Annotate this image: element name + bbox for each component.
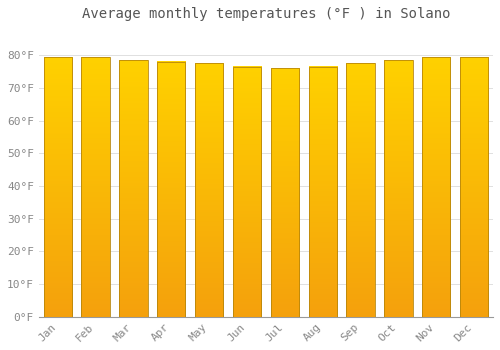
Bar — [195, 63, 224, 317]
Bar — [308, 66, 337, 317]
Bar — [422, 57, 450, 317]
Bar — [270, 68, 299, 317]
Bar — [460, 57, 488, 317]
Bar — [119, 60, 148, 317]
Bar — [346, 63, 375, 317]
Title: Average monthly temperatures (°F ) in Solano: Average monthly temperatures (°F ) in So… — [82, 7, 450, 21]
Bar — [44, 57, 72, 317]
Bar — [233, 66, 261, 317]
Bar — [82, 57, 110, 317]
Bar — [157, 62, 186, 317]
Bar — [384, 60, 412, 317]
